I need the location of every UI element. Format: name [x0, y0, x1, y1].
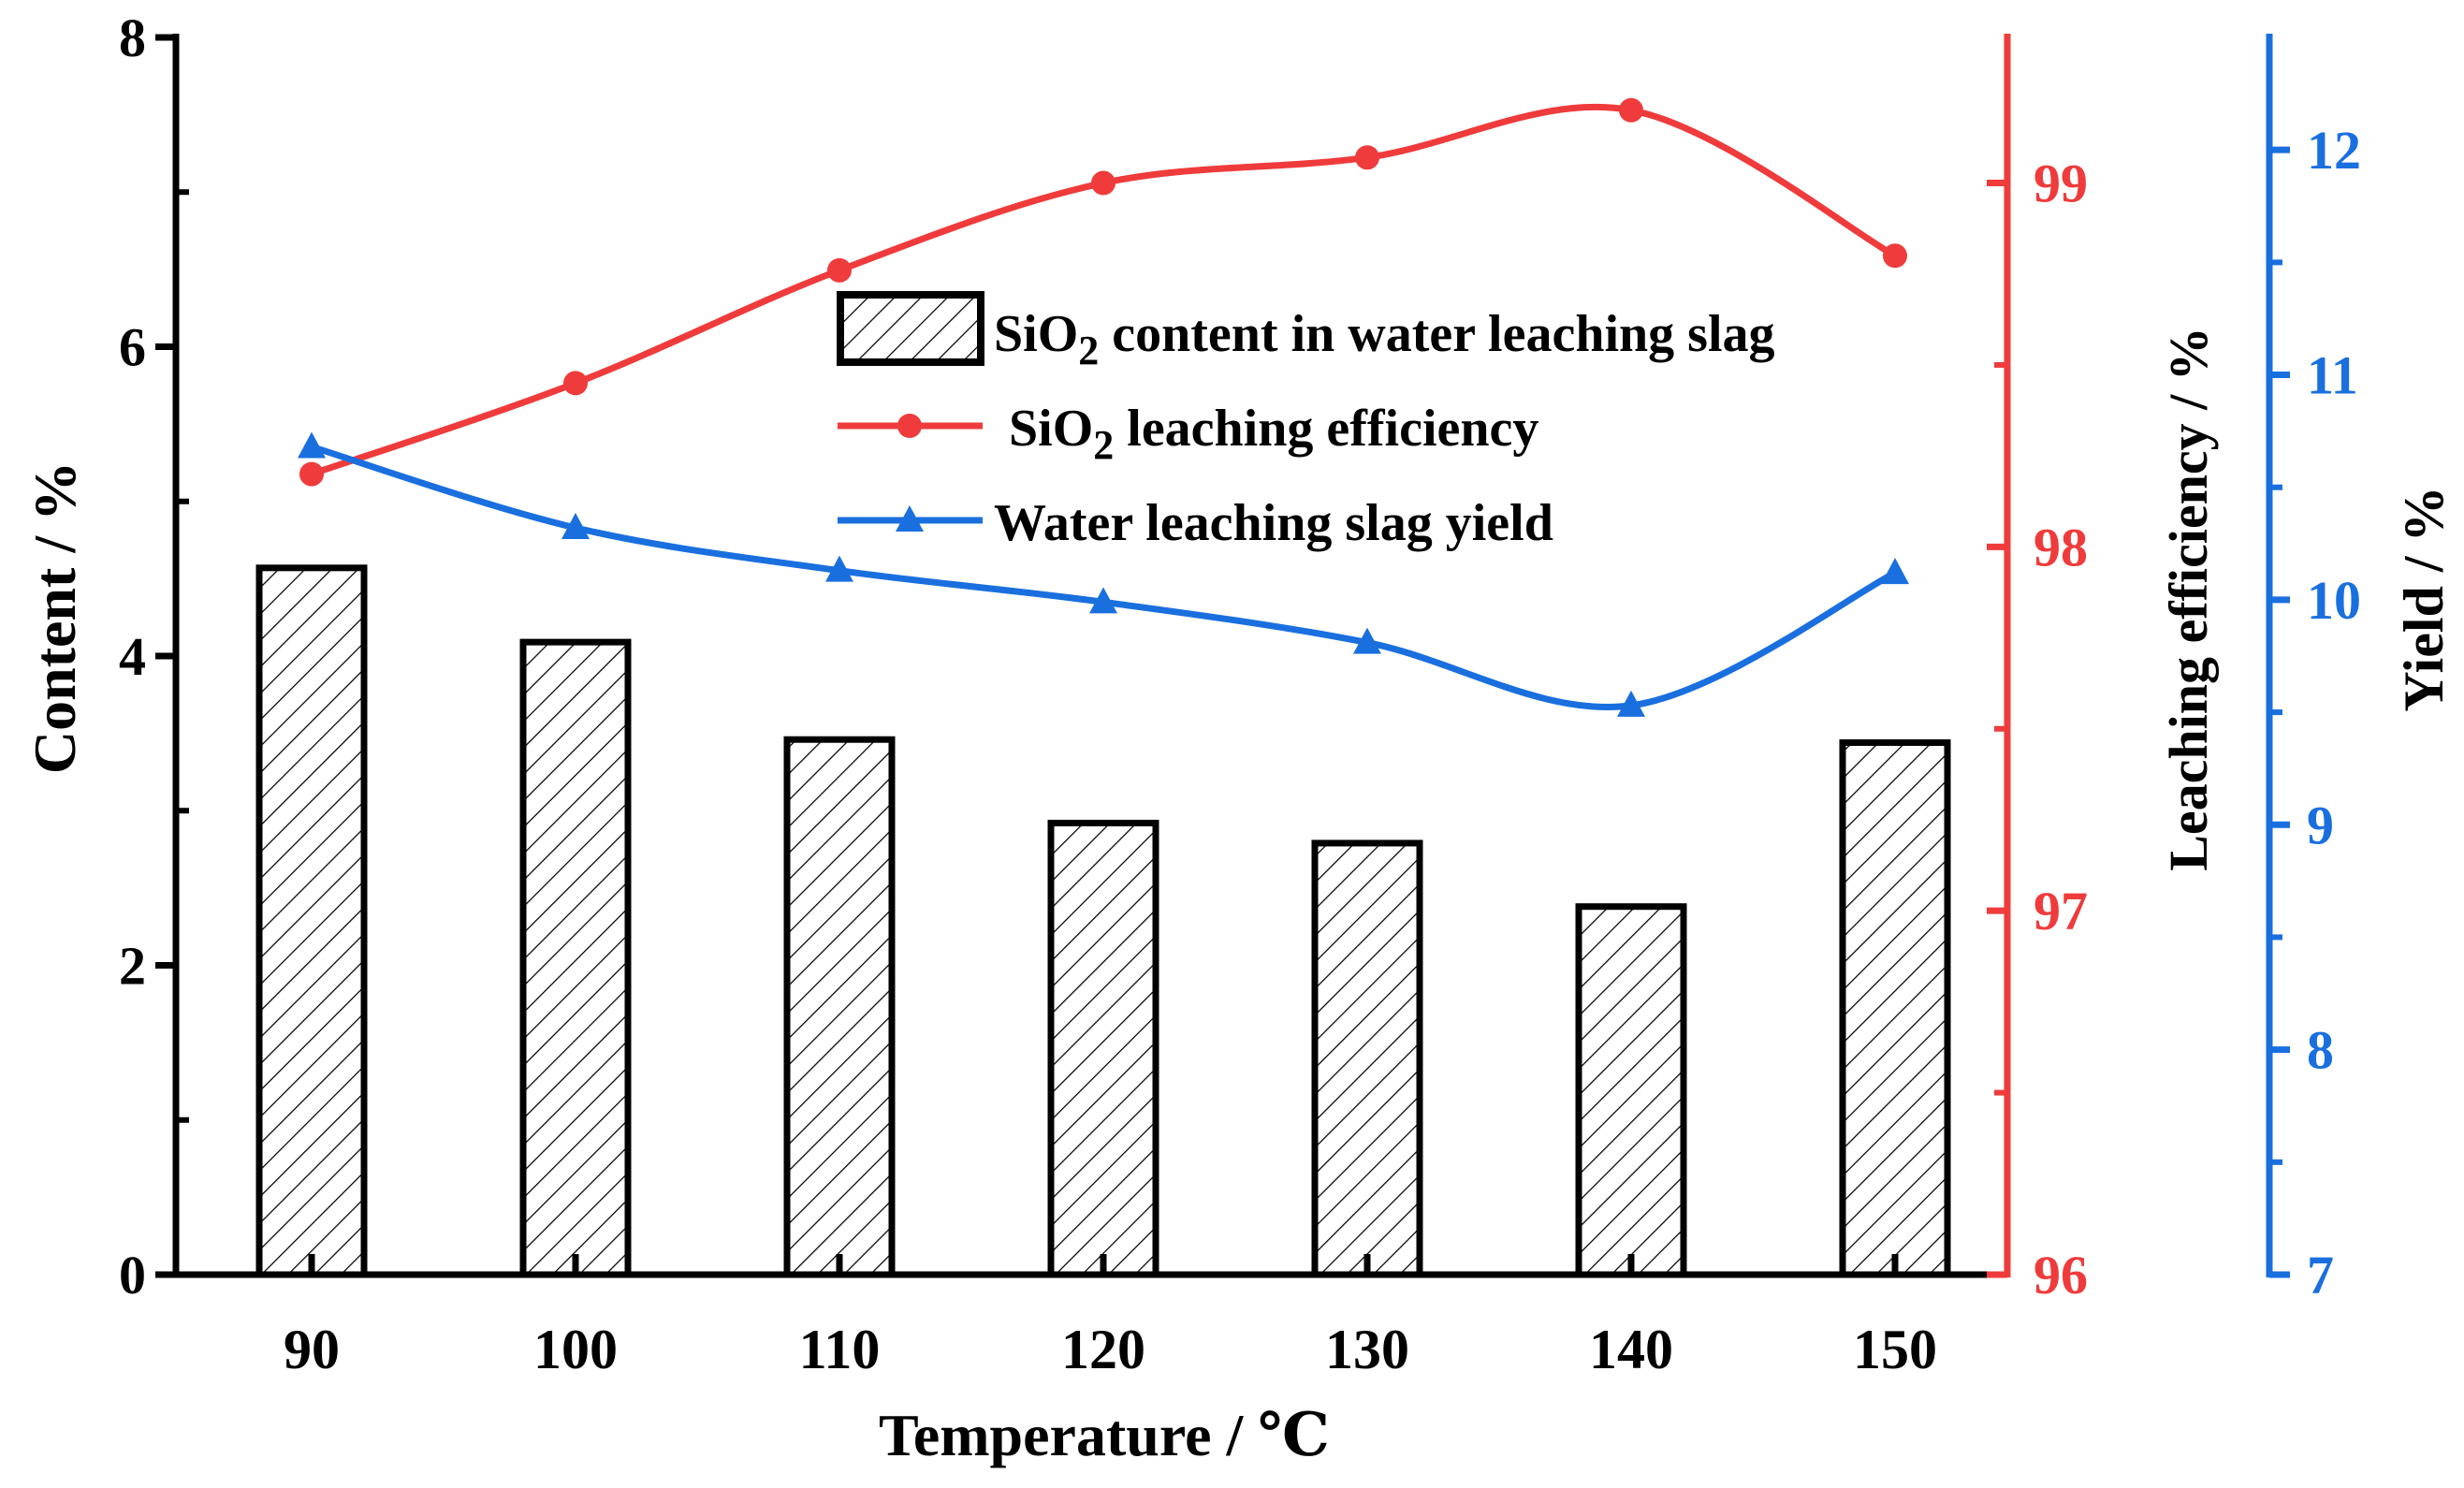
bars [255, 564, 1951, 1278]
point-yield-90 [298, 431, 326, 459]
right1-tick-label-98: 98 [2034, 517, 2088, 577]
bar-100 [519, 638, 632, 1278]
point-efficiency-150 [1883, 243, 1907, 269]
legend-swatch-efficiency-marker [897, 414, 922, 438]
legend-label-bar: SiO2 content in water leaching slag [994, 305, 1775, 373]
bar-90 [255, 564, 368, 1278]
point-yield-150 [1881, 558, 1909, 585]
point-yield-120 [1089, 587, 1117, 614]
x-tick-label-150: 150 [1853, 1319, 1937, 1380]
point-efficiency-130 [1355, 145, 1379, 170]
legend-swatch-yield-marker [896, 505, 924, 532]
bar-120 [1047, 819, 1159, 1278]
x-tick-label-120: 120 [1061, 1319, 1145, 1380]
left-tick-label-4: 4 [119, 626, 146, 687]
right1-axis-title: Leaching efficiency / % [2158, 327, 2219, 871]
point-yield-110 [825, 555, 853, 582]
series-lines [298, 97, 1909, 717]
x-tick-label-110: 110 [799, 1319, 881, 1380]
legend-label-efficiency: SiO2 leaching efficiency [1009, 400, 1538, 468]
right1-tick-label-97: 97 [2034, 881, 2088, 941]
legend: SiO2 content in water leaching slag SiO2… [837, 291, 1775, 552]
right2-tick-label-9: 9 [2307, 795, 2334, 855]
x-tick-label-140: 140 [1589, 1319, 1673, 1380]
point-yield-140 [1617, 690, 1645, 717]
legend-item-bar: SiO2 content in water leaching slag [837, 291, 1775, 373]
point-efficiency-90 [299, 461, 324, 487]
axes: 0 2 4 6 8 96 97 98 99 7 8 9 10 11 12 90 100 110 120 130 140 1… [119, 7, 2361, 1380]
right2-tick-label-8: 8 [2307, 1020, 2334, 1081]
point-efficiency-100 [563, 371, 588, 396]
right2-axis-title: Yield / % [2393, 486, 2455, 711]
x-tick-label-100: 100 [533, 1319, 618, 1380]
x-tick-label-130: 130 [1325, 1319, 1409, 1380]
point-yield-100 [561, 512, 590, 539]
bar-130 [1311, 839, 1423, 1278]
right2-tick-label-10: 10 [2307, 570, 2361, 631]
legend-label-yield: Water leaching slag yield [994, 494, 1553, 552]
bar-140 [1575, 903, 1687, 1278]
line-efficiency [310, 103, 1897, 477]
left-tick-label-8: 8 [119, 7, 146, 68]
bar-150 [1839, 739, 1951, 1278]
left-tick-label-2: 2 [119, 936, 146, 997]
right2-tick-label-12: 12 [2307, 120, 2361, 181]
right1-tick-label-96: 96 [2034, 1245, 2088, 1306]
x-tick-label-90: 90 [284, 1319, 340, 1380]
left-tick-label-0: 0 [119, 1245, 146, 1306]
point-yield-130 [1353, 627, 1381, 654]
legend-swatch-bar [837, 291, 984, 366]
bar-110 [783, 736, 896, 1278]
point-efficiency-120 [1091, 170, 1115, 196]
point-efficiency-110 [827, 257, 852, 283]
legend-item-yield: Water leaching slag yield [838, 494, 1553, 552]
x-axis-title: Temperature / ℃ [879, 1402, 1330, 1468]
point-efficiency-140 [1619, 97, 1643, 123]
legend-item-efficiency: SiO2 leaching efficiency [838, 400, 1538, 468]
right2-tick-label-7: 7 [2307, 1245, 2334, 1306]
right2-tick-label-11: 11 [2307, 345, 2358, 406]
left-axis-title: Content / % [22, 461, 88, 774]
left-tick-label-6: 6 [119, 317, 146, 378]
right1-tick-label-99: 99 [2034, 153, 2088, 214]
